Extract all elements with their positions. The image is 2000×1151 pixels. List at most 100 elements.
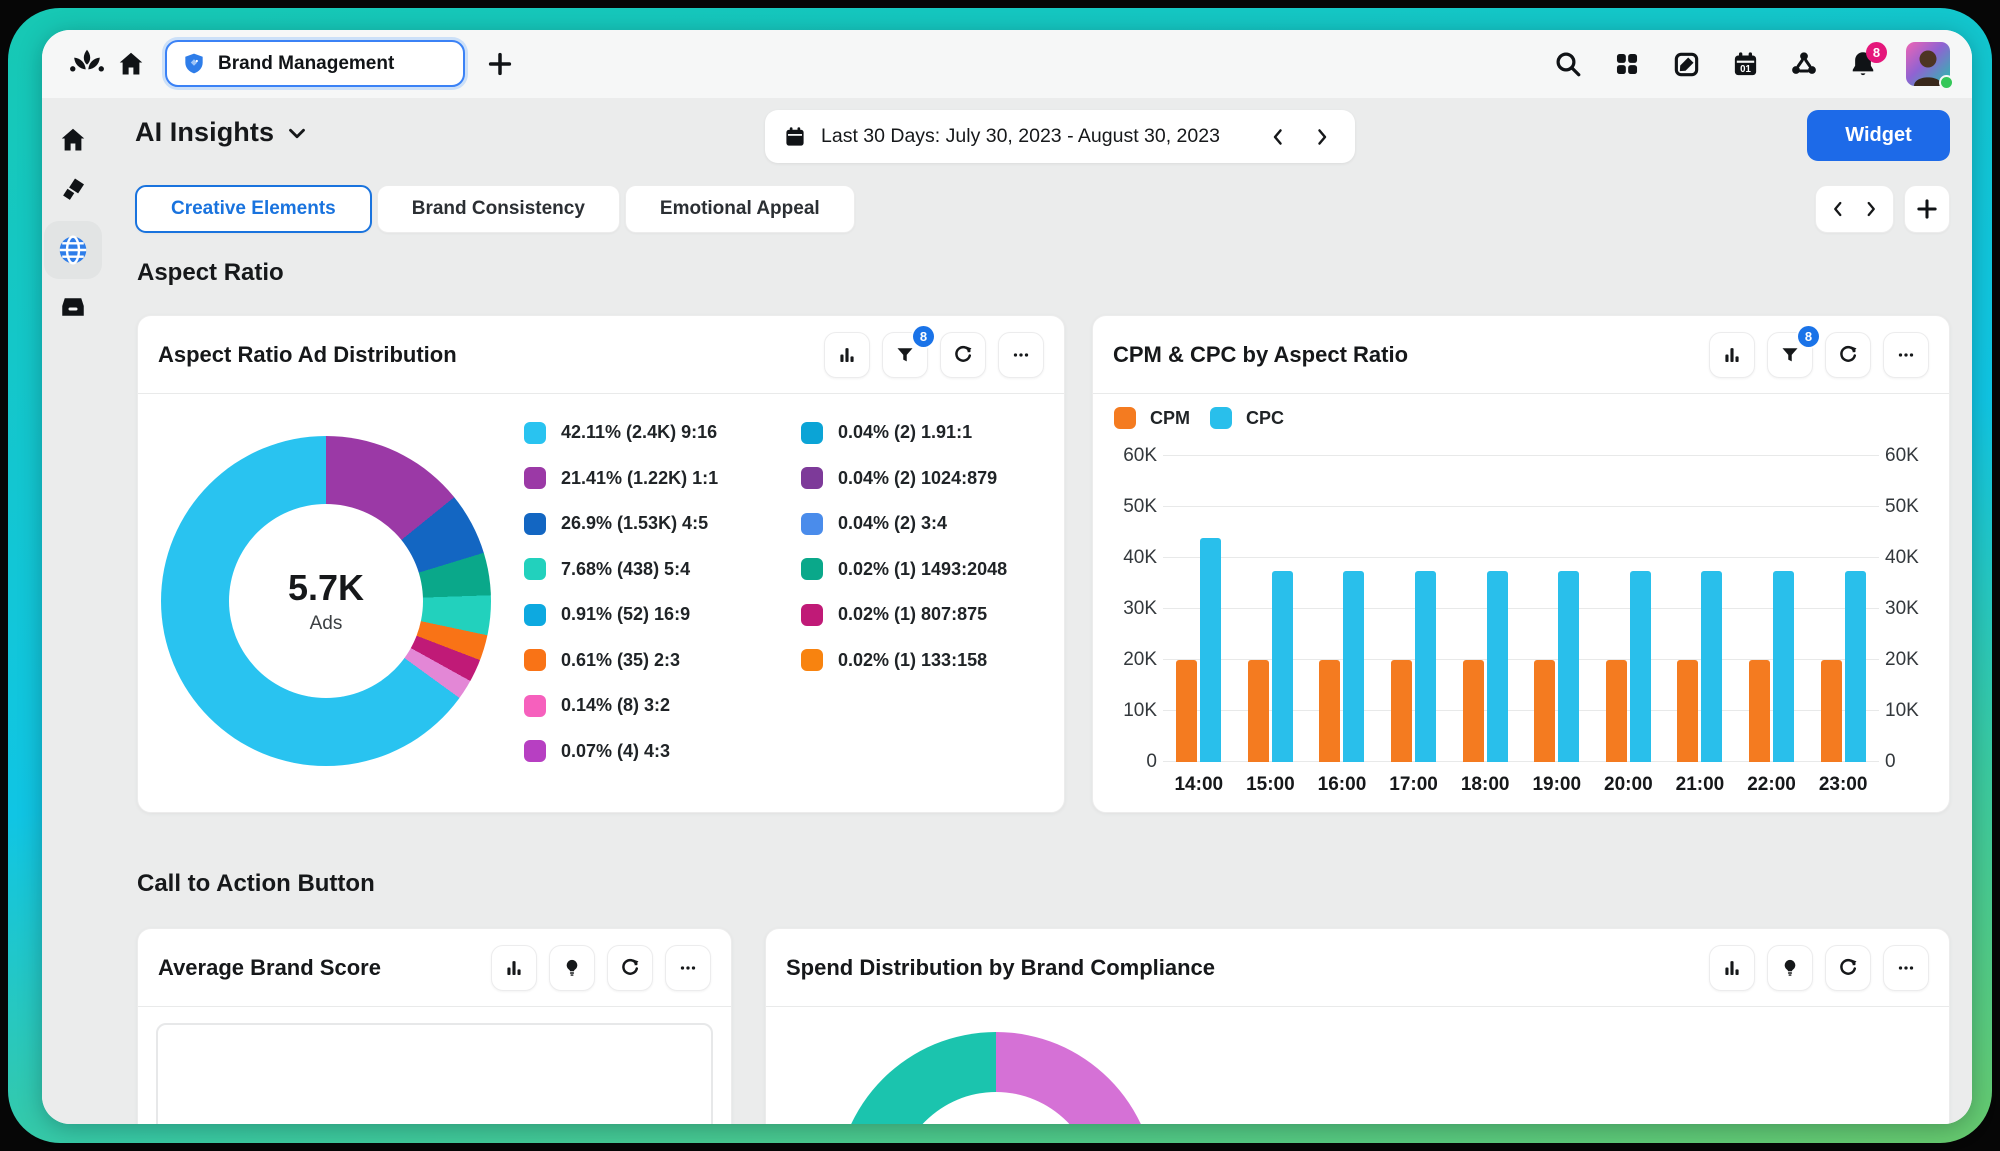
legend-item: 0.61% (35) 2:3 (524, 649, 718, 672)
legend-label: 0.02% (1) 807:875 (838, 604, 988, 624)
page-body: AI Insights Last 30 Days: July 30, 2023 … (42, 98, 1972, 1124)
refresh-button[interactable] (1825, 331, 1871, 378)
bar-cpm-17:00 (1391, 660, 1413, 762)
board-tab[interactable]: Brand Management (165, 40, 465, 87)
bar-cpm-23:00 (1820, 660, 1842, 762)
gridline (1163, 455, 1879, 456)
donut-center-value: 5.7K (287, 567, 365, 608)
tabs-scroll-nav (1815, 185, 1894, 233)
card-header: CPM & CPC by Aspect Ratio 8 (1093, 316, 1949, 394)
chart-type-button[interactable] (1709, 331, 1755, 378)
y-tick: 30K (1885, 598, 1919, 619)
refresh-button[interactable] (1825, 944, 1871, 991)
bar-cpm-21:00 (1677, 660, 1699, 762)
card-title: CPM & CPC by Aspect Ratio (1113, 341, 1409, 367)
card-title: Spend Distribution by Brand Compliance (786, 954, 1216, 980)
card-toolbar (491, 944, 711, 991)
top-bar: Brand Management (42, 30, 1972, 98)
refresh-button[interactable] (607, 944, 653, 991)
top-bar-actions: 01 8 (1552, 30, 1954, 98)
legend-label: 0.04% (2) 3:4 (838, 513, 948, 533)
bar-cpc-17:00 (1415, 570, 1437, 762)
legend-label: 0.02% (1) 1493:2048 (838, 558, 1008, 579)
widget-button[interactable]: Widget (1807, 110, 1950, 161)
sidebar-item-inbox[interactable] (44, 278, 102, 336)
compose-icon[interactable] (1670, 48, 1702, 80)
search-icon[interactable] (1552, 48, 1584, 80)
bar-cpc-15:00 (1271, 570, 1293, 762)
bar-cpc-16:00 (1343, 570, 1365, 762)
card-title: Aspect Ratio Ad Distribution (158, 341, 457, 367)
add-tab-button[interactable] (1904, 185, 1950, 233)
x-tick: 14:00 (1174, 774, 1224, 795)
filter-button[interactable]: 8 (1767, 325, 1819, 378)
sidebar-item-insights-active[interactable] (44, 221, 102, 279)
date-next-button[interactable] (1307, 122, 1337, 152)
card-aspect-ratio-distribution: Aspect Ratio Ad Distribution 8 (137, 315, 1065, 813)
sidebar-item-publishing[interactable] (44, 161, 102, 219)
chart-type-button[interactable] (824, 331, 870, 378)
sidebar-item-home[interactable] (44, 111, 102, 169)
tab-brand-consistency[interactable]: Brand Consistency (376, 185, 620, 233)
bar-cpm-20:00 (1605, 660, 1627, 762)
bar-groups (1163, 456, 1879, 762)
bar-group (1306, 456, 1378, 762)
brand-score-placeholder (156, 1023, 713, 1124)
x-tick: 17:00 (1389, 774, 1438, 795)
apps-grid-icon[interactable] (1611, 48, 1643, 80)
legend-swatch (524, 558, 546, 580)
more-options-button[interactable] (665, 944, 711, 991)
bar-cpm-14:00 (1176, 660, 1198, 762)
tabs-next-icon[interactable] (1860, 198, 1882, 220)
home-icon[interactable] (115, 48, 147, 80)
cpm-cpc-plot (1163, 455, 1879, 762)
insights-bulb-button[interactable] (549, 944, 595, 991)
sprout-logo-icon[interactable] (68, 44, 106, 82)
legend-label: 21.41% (1.22K) 1:1 (561, 467, 719, 488)
gridline (1163, 761, 1879, 762)
y-tick: 40K (1885, 547, 1919, 568)
globe-icon (59, 235, 87, 265)
bar-cpm-15:00 (1247, 660, 1269, 762)
date-prev-button[interactable] (1263, 122, 1293, 152)
more-options-button[interactable] (1883, 944, 1929, 991)
tab-emotional-appeal[interactable]: Emotional Appeal (624, 185, 855, 233)
series-swatch (1114, 407, 1136, 429)
x-tick: 16:00 (1317, 774, 1367, 795)
tabs-prev-icon[interactable] (1827, 198, 1849, 220)
avatar[interactable] (1906, 42, 1954, 90)
legend-label: 0.02% (1) 133:158 (838, 649, 988, 670)
app-window: Brand Management (42, 30, 1972, 1124)
donut-hole (896, 1092, 1096, 1124)
chart-type-button[interactable] (491, 944, 537, 991)
legend-label: 0.14% (8) 3:2 (561, 695, 671, 715)
date-range-picker[interactable]: Last 30 Days: July 30, 2023 - August 30,… (765, 110, 1355, 163)
page-header: AI Insights (135, 117, 310, 148)
chevron-down-icon[interactable] (284, 120, 310, 146)
community-icon[interactable] (1788, 48, 1820, 80)
calendar-icon[interactable]: 01 (1729, 48, 1761, 80)
y-tick: 0 (1146, 751, 1157, 772)
refresh-button[interactable] (940, 331, 986, 378)
more-options-button[interactable] (1883, 331, 1929, 378)
shield-icon (181, 51, 207, 77)
card-title: Average Brand Score (158, 954, 381, 980)
legend-item: 0.02% (1) 133:158 (801, 649, 1007, 672)
bar-group (1521, 456, 1593, 762)
filter-button[interactable]: 8 (882, 325, 934, 378)
legend-item: 7.68% (438) 5:4 (524, 558, 718, 581)
more-options-button[interactable] (998, 331, 1044, 378)
chart-type-button[interactable] (1709, 944, 1755, 991)
x-tick: 21:00 (1675, 774, 1725, 795)
legend-label: 0.04% (2) 1.91:1 (838, 422, 973, 442)
card-toolbar (1709, 944, 1929, 991)
notifications-bell-icon[interactable]: 8 (1847, 42, 1887, 80)
tab-creative-elements[interactable]: Creative Elements (135, 185, 372, 233)
insights-bulb-button[interactable] (1767, 944, 1813, 991)
filter-count-badge: 8 (1798, 325, 1819, 347)
legend-item: 21.41% (1.22K) 1:1 (524, 467, 718, 490)
bar-cpm-16:00 (1319, 660, 1341, 762)
bar-cpm-19:00 (1534, 660, 1556, 762)
aspect-legend-col-2: 0.04% (2) 1.91:1 0.04% (2) 1024:879 0.04% … (801, 421, 1007, 694)
new-tab-button[interactable] (482, 46, 518, 82)
